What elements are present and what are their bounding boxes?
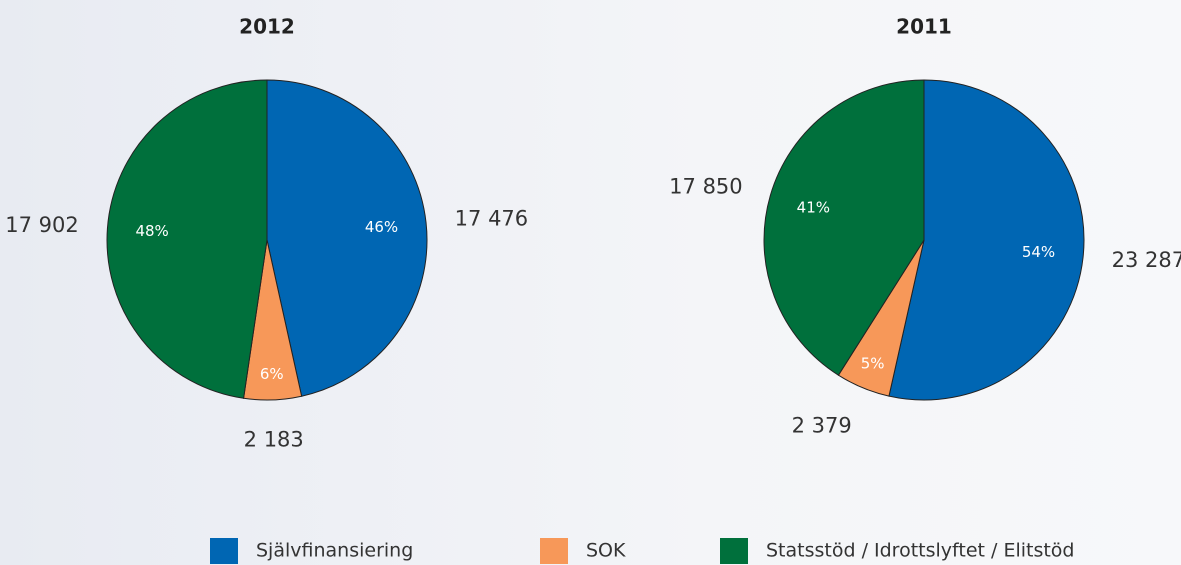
percent-label: 48% [135, 222, 168, 240]
legend-label: Statsstöd / Idrottslyftet / Elitstöd [766, 540, 1075, 562]
pie-slice [763, 79, 925, 376]
legend-label: SOK [586, 540, 626, 562]
pie-slice [888, 79, 1085, 401]
percent-label: 6% [260, 365, 284, 383]
percent-label: 41% [797, 198, 830, 216]
value-label: 2 183 [244, 428, 304, 452]
legend-swatch [540, 538, 568, 564]
percent-label: 5% [861, 355, 885, 373]
value-label: 23 287 [1112, 248, 1181, 272]
pie-title: 2011 [896, 15, 952, 39]
value-label: 2 379 [792, 413, 852, 437]
value-label: 17 850 [669, 174, 742, 198]
legend-swatch [210, 538, 238, 564]
pie-slice [106, 79, 268, 399]
value-label: 17 476 [455, 206, 528, 230]
value-label: 17 902 [5, 213, 78, 237]
percent-label: 54% [1022, 243, 1055, 261]
pie-title: 2012 [239, 15, 295, 39]
legend-swatch [720, 538, 748, 564]
legend-label: Självfinansiering [256, 540, 413, 562]
pie-slice [266, 79, 428, 397]
percent-label: 46% [365, 218, 398, 236]
